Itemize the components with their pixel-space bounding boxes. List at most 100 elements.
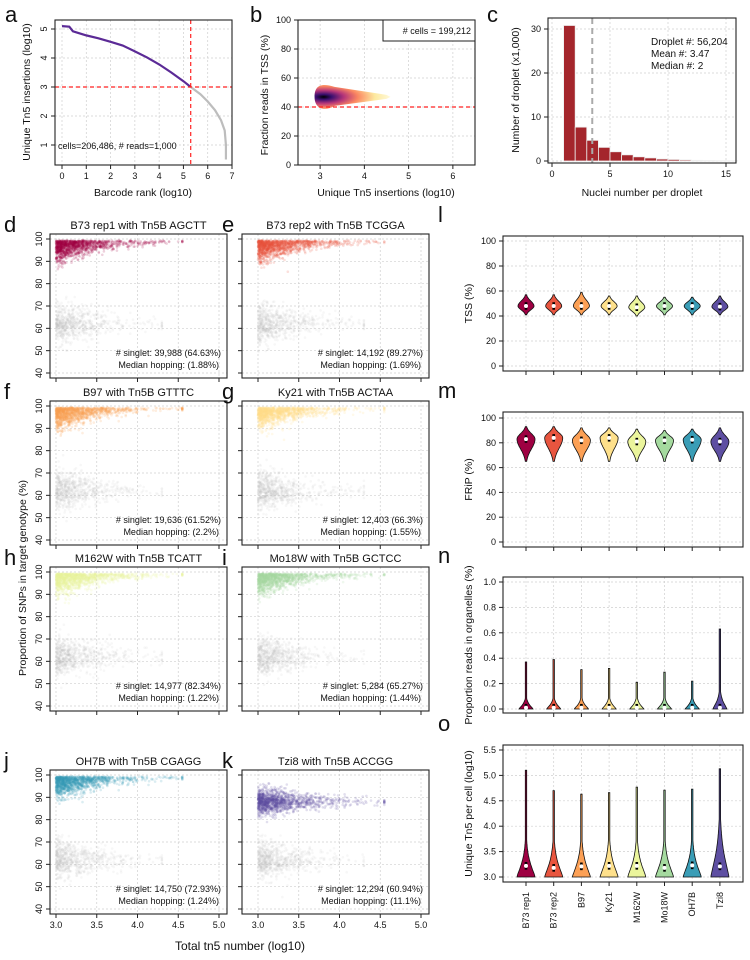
scatter-point-doublet [318, 316, 321, 320]
scatter-point-singlet [109, 245, 113, 248]
scatter-point-doublet [256, 334, 260, 338]
scatter-point-doublet [68, 334, 71, 337]
scatter-point-doublet [76, 338, 80, 341]
scatter-point-doublet [59, 472, 62, 475]
scatter-point-doublet [57, 319, 61, 323]
scatter-point-doublet [76, 492, 80, 495]
x-tick-label: 5 [607, 169, 612, 179]
scatter-point-doublet [68, 505, 71, 509]
scatter-point-doublet [63, 477, 67, 480]
scatter-point-doublet [60, 325, 64, 329]
scatter-point-singlet [268, 256, 272, 260]
scatter-point-doublet [100, 315, 103, 319]
scatter-point-singlet [374, 240, 378, 243]
scatter-point-doublet [269, 311, 272, 315]
scatter-point-doublet [96, 310, 99, 314]
scatter-point-doublet [100, 490, 104, 494]
scatter-point-doublet [90, 322, 93, 326]
scatter-point-doublet [64, 349, 68, 352]
scatter-point-singlet [62, 247, 65, 250]
scatter-point-singlet [323, 245, 327, 249]
scatter-point-doublet [347, 318, 351, 322]
scatter-point-doublet [86, 307, 89, 310]
scatter-point-doublet [117, 316, 120, 319]
scatter-point-doublet [314, 314, 318, 318]
scatter-point-doublet [113, 311, 116, 315]
scatter-point-doublet [98, 324, 102, 328]
scatter-point-doublet [160, 328, 164, 331]
scatter-point-singlet [117, 240, 120, 244]
x-tick-label: 15 [721, 169, 731, 179]
scatter-point-doublet [289, 330, 293, 334]
scatter-point-doublet [58, 500, 62, 504]
scatter-point-doublet [89, 334, 92, 337]
scatter-point-singlet [176, 240, 180, 243]
scatter-point-doublet [270, 326, 274, 330]
histogram-bar [632, 156, 646, 162]
scatter-point-doublet [160, 487, 164, 491]
scatter-point-doublet [292, 338, 295, 341]
scatter-point-singlet [56, 267, 60, 271]
scatter-point-doublet [60, 304, 63, 308]
scatter-point-doublet [72, 480, 75, 484]
scatter-point-doublet [100, 324, 103, 327]
scatter-point-doublet [67, 500, 70, 504]
scatter-point-doublet [283, 329, 286, 333]
scatter-point-singlet [69, 250, 72, 253]
scatter-point-doublet [66, 326, 70, 330]
scatter-point-doublet [337, 323, 341, 327]
scatter-point-doublet [86, 487, 89, 490]
scatter-point-doublet [351, 323, 355, 326]
scatter-point-doublet [277, 334, 281, 338]
y-axis-label: Fraction reads in TSS (%) [259, 35, 271, 156]
scatter-point-doublet [70, 328, 74, 332]
scatter-point-doublet [80, 317, 84, 321]
scatter-point-doublet [334, 309, 337, 313]
scatter-point-doublet [58, 313, 61, 317]
scatter-point-doublet [332, 323, 336, 327]
scatter-point-singlet [377, 241, 380, 245]
scatter-point-singlet [94, 247, 98, 251]
panel-title: B97 with Tn5B GTTTC [83, 387, 194, 399]
scatter-point-doublet [59, 321, 62, 325]
scatter-point-doublet [70, 325, 74, 329]
scatter-point-doublet [135, 489, 139, 493]
scatter-point-doublet [64, 324, 67, 328]
scatter-point-doublet [104, 494, 108, 497]
scatter-point-singlet [65, 256, 68, 260]
scatter-point-doublet [61, 312, 65, 315]
scatter-point-singlet [303, 250, 307, 253]
scatter-point-doublet [84, 498, 87, 502]
scatter-point-doublet [322, 311, 325, 314]
scatter-point-doublet [265, 333, 269, 337]
scatter-point-doublet [80, 496, 83, 500]
scatter-point-doublet [127, 490, 131, 494]
scatter-point-doublet [96, 481, 100, 484]
scatter-point-singlet [70, 259, 74, 263]
scatter-point-doublet [264, 315, 267, 319]
scatter-point-singlet [257, 252, 260, 255]
scatter-point-doublet [270, 323, 273, 327]
scatter-point-doublet [79, 479, 82, 483]
scatter-point-singlet [320, 247, 323, 250]
scatter-point-doublet [97, 304, 100, 307]
scatter-point-doublet [93, 487, 97, 490]
scatter-point-doublet [271, 304, 275, 308]
scatter-point-doublet [297, 317, 301, 321]
scatter-point-doublet [78, 326, 81, 330]
scatter-point-doublet [324, 322, 328, 326]
scatter-point-doublet [60, 307, 64, 311]
scatter-point-doublet [284, 317, 288, 320]
scatter-point-doublet [55, 299, 58, 303]
scatter-point-doublet [290, 309, 294, 312]
scatter-point-singlet [328, 246, 331, 249]
scatter-point-singlet [272, 256, 275, 260]
annotation: Mean #: 3.47 [651, 49, 710, 60]
scatter-point-doublet [105, 482, 108, 486]
scatter-point-singlet [73, 246, 76, 249]
scatter-point-doublet [275, 331, 278, 334]
scatter-point-doublet [55, 468, 59, 471]
scatter-point-doublet [119, 487, 123, 491]
scatter-point-singlet [306, 243, 310, 247]
